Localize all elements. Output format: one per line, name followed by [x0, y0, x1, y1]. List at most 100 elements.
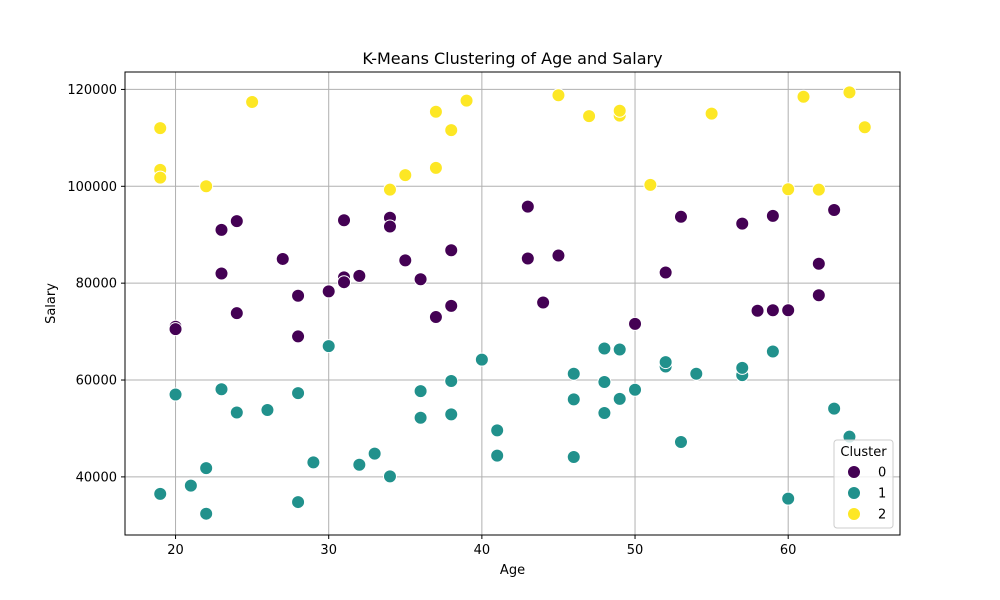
- data-point-cluster-1: [168, 387, 183, 402]
- data-point-cluster-2: [398, 168, 413, 183]
- data-point-cluster-0: [827, 203, 842, 218]
- legend: Cluster 0 1 2: [833, 439, 894, 529]
- y-tick-label: 100000: [67, 180, 117, 195]
- data-point-cluster-0: [168, 322, 183, 337]
- data-point-cluster-1: [321, 339, 336, 354]
- data-point-cluster-0: [291, 288, 306, 303]
- data-point-cluster-2: [245, 95, 260, 110]
- data-point-cluster-1: [490, 423, 505, 438]
- data-point-cluster-1: [827, 401, 842, 416]
- legend-marker-cluster-1: [847, 486, 861, 500]
- data-point-cluster-0: [765, 208, 780, 223]
- data-point-cluster-1: [382, 469, 397, 484]
- data-point-cluster-0: [520, 199, 535, 214]
- data-point-cluster-1: [199, 506, 214, 521]
- data-point-cluster-0: [382, 219, 397, 234]
- legend-label-cluster-1: 1: [878, 487, 886, 502]
- grid: [125, 72, 900, 535]
- data-point-cluster-1: [214, 382, 229, 397]
- x-tick-label: 30: [320, 543, 337, 558]
- data-point-cluster-2: [428, 160, 443, 175]
- y-tick-label: 60000: [76, 374, 117, 389]
- y-axis-label: Salary: [44, 283, 59, 324]
- data-point-cluster-1: [306, 455, 321, 470]
- data-point-cluster-1: [612, 391, 627, 406]
- legend-entries: 0 1 2: [847, 465, 886, 523]
- legend-box: [833, 439, 894, 529]
- data-point-cluster-2: [857, 120, 872, 135]
- data-point-cluster-2: [428, 104, 443, 119]
- data-point-cluster-0: [551, 248, 566, 263]
- data-point-cluster-0: [628, 316, 643, 331]
- data-point-cluster-0: [275, 251, 290, 266]
- x-tick-label: 60: [780, 543, 797, 558]
- data-point-cluster-1: [566, 366, 581, 381]
- plot-frame: [124, 71, 901, 536]
- data-point-cluster-0: [321, 284, 336, 299]
- data-point-cluster-2: [811, 182, 826, 197]
- data-point-cluster-0: [765, 303, 780, 318]
- data-point-cluster-2: [153, 170, 168, 185]
- data-point-cluster-2: [582, 109, 597, 124]
- data-point-cluster-1: [183, 478, 198, 493]
- data-point-cluster-1: [673, 435, 688, 450]
- data-point-cluster-0: [337, 213, 352, 228]
- data-point-cluster-2: [781, 182, 796, 197]
- data-point-cluster-1: [291, 386, 306, 401]
- data-point-cluster-0: [735, 216, 750, 231]
- data-point-cluster-0: [398, 253, 413, 268]
- data-point-cluster-0: [428, 310, 443, 325]
- data-point-cluster-1: [781, 491, 796, 506]
- data-point-cluster-1: [566, 450, 581, 465]
- data-point-cluster-0: [811, 288, 826, 303]
- data-point-cluster-0: [444, 298, 459, 313]
- data-point-cluster-2: [643, 177, 658, 192]
- data-point-cluster-1: [199, 461, 214, 476]
- data-point-cluster-1: [260, 403, 275, 418]
- axis-ticks: 20 30 40 50 60 40000 60000 80000 100000 120000: [67, 83, 796, 558]
- data-point-cluster-1: [413, 410, 428, 425]
- legend-title: Cluster: [840, 445, 887, 460]
- y-tick-label: 120000: [67, 83, 117, 98]
- legend-marker-cluster-0: [847, 465, 861, 479]
- data-point-cluster-1: [735, 360, 750, 375]
- data-point-cluster-0: [444, 243, 459, 258]
- data-point-cluster-1: [566, 392, 581, 407]
- data-point-cluster-0: [291, 329, 306, 344]
- data-point-cluster-0: [750, 303, 765, 318]
- data-point-cluster-2: [459, 93, 474, 108]
- legend-label-cluster-0: 0: [878, 466, 886, 481]
- data-point-cluster-1: [444, 373, 459, 388]
- data-point-cluster-0: [536, 295, 551, 310]
- data-point-cluster-1: [474, 352, 489, 367]
- legend-label-cluster-2: 2: [878, 508, 886, 523]
- y-tick-label: 80000: [76, 277, 117, 292]
- data-point-cluster-2: [704, 106, 719, 121]
- data-point-cluster-2: [612, 103, 627, 118]
- data-point-cluster-2: [551, 88, 566, 103]
- legend-marker-cluster-2: [847, 507, 861, 521]
- data-point-cluster-1: [291, 495, 306, 510]
- data-point-cluster-1: [597, 405, 612, 420]
- data-points: [153, 85, 872, 521]
- data-point-cluster-2: [796, 89, 811, 104]
- data-point-cluster-1: [658, 355, 673, 370]
- data-point-cluster-1: [229, 405, 244, 420]
- data-point-cluster-1: [765, 344, 780, 359]
- y-tick-label: 40000: [76, 470, 117, 485]
- chart-title: K-Means Clustering of Age and Salary: [362, 49, 662, 68]
- x-axis-label: Age: [500, 563, 525, 578]
- data-point-cluster-0: [811, 256, 826, 271]
- data-point-cluster-1: [628, 382, 643, 397]
- data-point-cluster-0: [214, 266, 229, 281]
- data-point-cluster-0: [781, 303, 796, 318]
- data-point-cluster-0: [352, 268, 367, 283]
- data-point-cluster-1: [689, 366, 704, 381]
- data-point-cluster-0: [673, 209, 688, 224]
- data-point-cluster-2: [153, 121, 168, 136]
- x-tick-label: 50: [627, 543, 644, 558]
- data-point-cluster-1: [413, 384, 428, 399]
- data-point-cluster-1: [612, 342, 627, 357]
